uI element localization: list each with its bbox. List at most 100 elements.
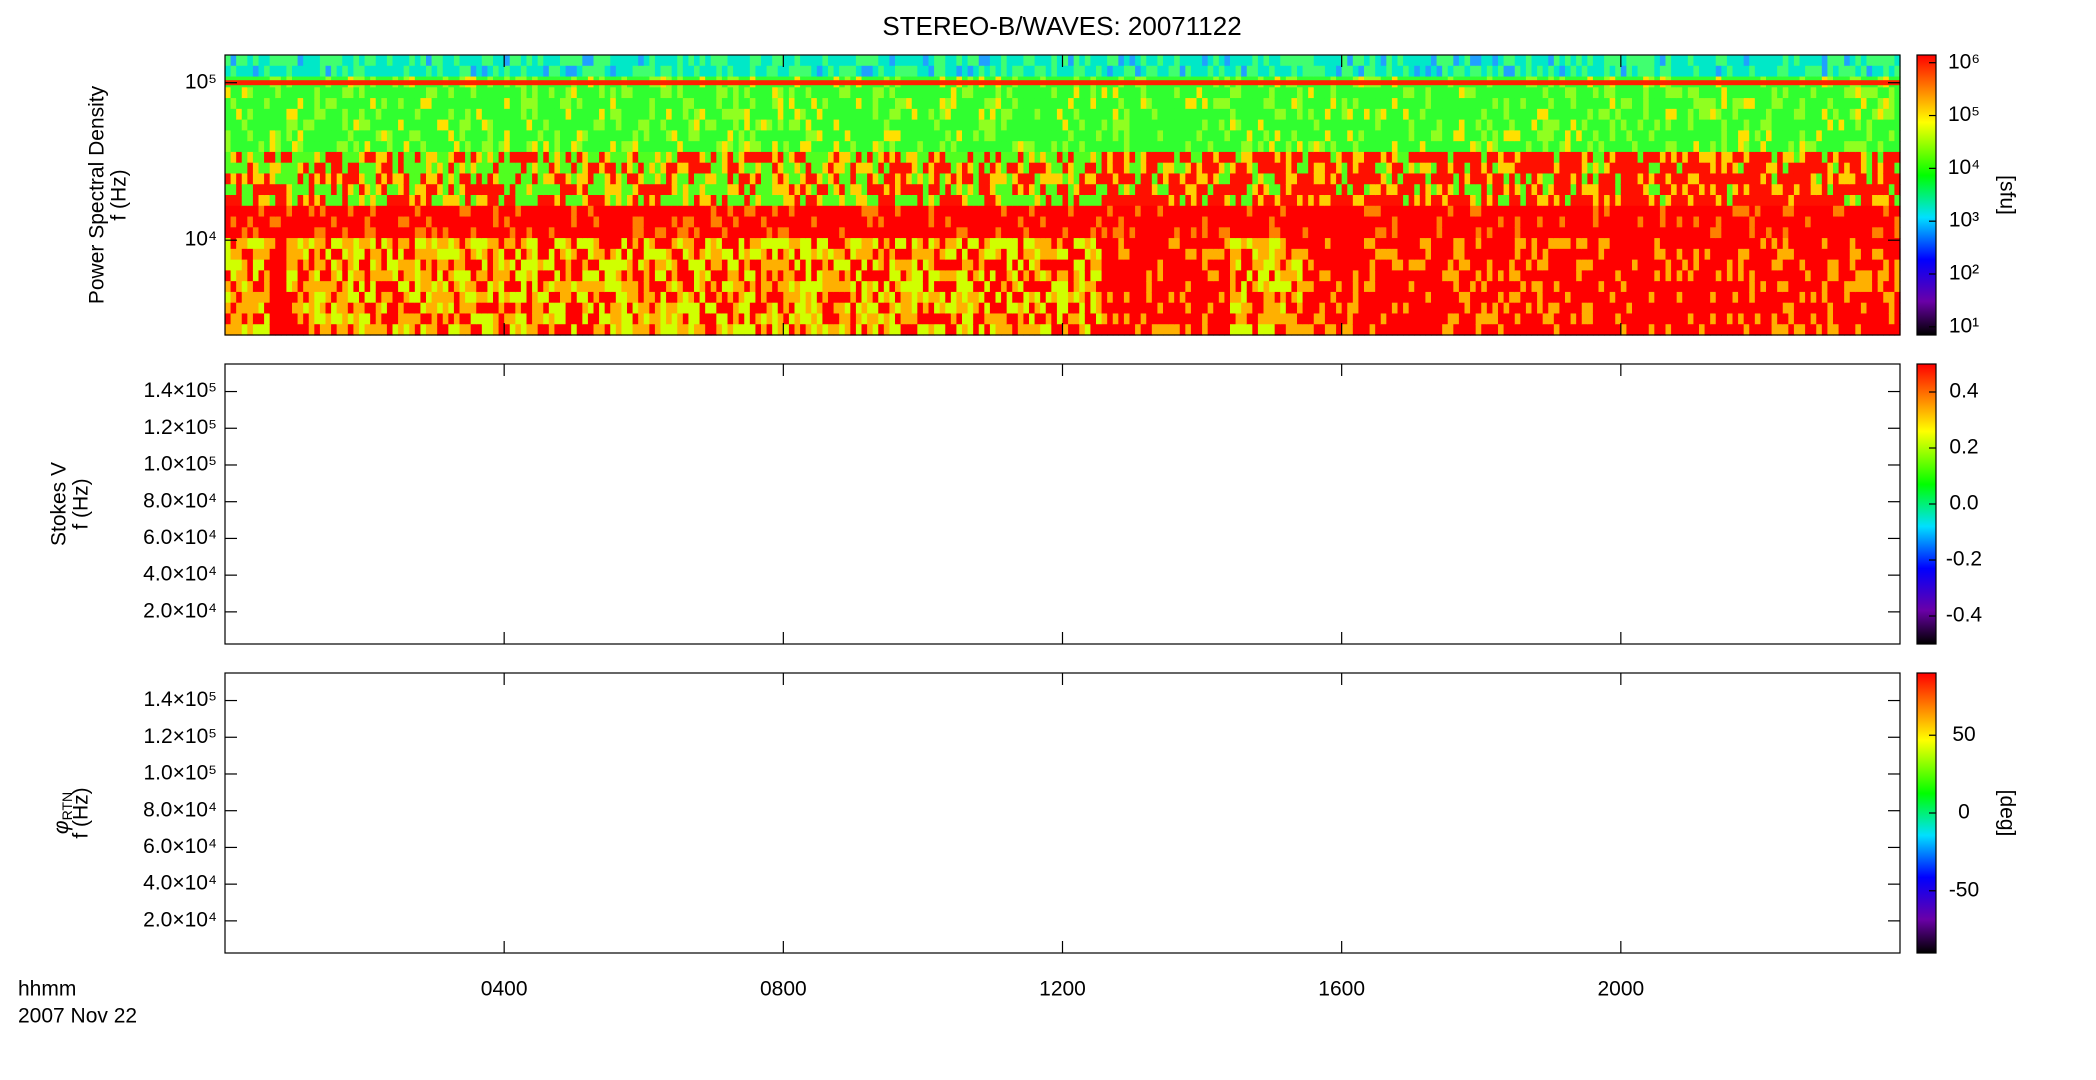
spectrogram-cell	[833, 98, 840, 110]
spectrogram-cell	[660, 248, 667, 261]
spectrogram-cell	[1274, 151, 1281, 164]
spectrogram-cell	[515, 227, 522, 239]
spectrogram-cell	[286, 184, 293, 196]
spectrogram-cell	[453, 259, 461, 271]
spectrogram-cell	[554, 238, 561, 250]
spectrogram-cell	[705, 291, 712, 304]
spectrogram-cell	[448, 291, 455, 304]
spectrogram-cell	[297, 98, 304, 110]
spectrogram-cell	[710, 238, 717, 250]
spectrogram-cell	[1090, 55, 1097, 67]
spectrogram-cell	[1135, 162, 1142, 175]
spectrogram-cell	[895, 291, 902, 304]
spectrogram-cell	[431, 108, 438, 121]
spectrogram-cell	[487, 281, 494, 293]
spectrogram-cell	[889, 173, 896, 185]
spectrogram-cell	[1107, 324, 1114, 336]
spectrogram-cell	[420, 55, 427, 67]
spectrogram-cell	[1073, 55, 1080, 67]
spectrogram-cell	[939, 130, 946, 142]
spectrogram-cell	[777, 248, 784, 261]
spectrogram-cell	[984, 313, 991, 325]
spectrogram-cell	[476, 130, 483, 142]
spectrogram-cell	[264, 195, 271, 207]
spectrogram-cell	[593, 130, 600, 142]
spectrogram-cell	[939, 173, 946, 185]
spectrogram-cell	[861, 270, 868, 282]
spectrogram-cell	[632, 184, 639, 196]
spectrogram-cell	[749, 87, 757, 99]
spectrogram-cell	[448, 119, 455, 131]
spectrogram-cell	[292, 324, 299, 336]
spectrogram-cell	[470, 151, 477, 164]
spectrogram-cell	[1168, 141, 1175, 153]
spectrogram-cell	[705, 205, 712, 218]
spectrogram-cell	[1001, 248, 1008, 261]
spectrogram-cell	[325, 130, 332, 142]
spectrogram-cell	[241, 281, 248, 293]
spectrogram-cell	[1241, 302, 1248, 315]
spectrogram-cell	[325, 227, 332, 239]
spectrogram-cell	[1213, 259, 1220, 271]
spectrogram-cell	[493, 98, 500, 110]
spectrogram-cell	[1269, 108, 1276, 121]
spectrogram-cell	[336, 195, 343, 207]
spectrogram-cell	[1213, 184, 1220, 196]
spectrogram-cell	[755, 281, 762, 293]
spectrogram-cell	[476, 238, 483, 250]
spectrogram-cell	[1056, 281, 1064, 293]
spectrogram-cell	[945, 205, 952, 218]
spectrogram-cell	[666, 302, 673, 315]
spectrogram-cell	[895, 270, 902, 282]
spectrogram-cell	[297, 227, 304, 239]
spectrogram-cell	[744, 184, 751, 196]
spectrogram-cell	[359, 216, 366, 228]
spectrogram-cell	[995, 87, 1002, 99]
spectrogram-cell	[593, 238, 600, 250]
spectrogram-cell	[1118, 313, 1125, 325]
spectrogram-cell	[381, 270, 388, 282]
spectrogram-cell	[1241, 324, 1248, 336]
spectrogram-cell	[688, 151, 695, 164]
spectrogram-cell	[621, 216, 628, 228]
spectrogram-cell	[950, 98, 958, 110]
spectrogram-cell	[733, 151, 740, 164]
spectrogram-cell	[716, 55, 723, 67]
spectrogram-cell	[331, 205, 338, 218]
spectrogram-cell	[1040, 227, 1047, 239]
spectrogram-cell	[548, 108, 556, 121]
spectrogram-cell	[1123, 227, 1131, 239]
spectrogram-cell	[632, 238, 639, 250]
spectrogram-cell	[1112, 270, 1119, 282]
spectrogram-cell	[878, 313, 885, 325]
spectrogram-cell	[359, 87, 366, 99]
spectrogram-cell	[867, 248, 874, 261]
spectrogram-cell	[1179, 281, 1186, 293]
spectrogram-cell	[828, 162, 835, 175]
spectrogram-cell	[738, 87, 745, 99]
spectrogram-cell	[520, 302, 528, 315]
spectrogram-cell	[816, 195, 824, 207]
spectrogram-cell	[587, 227, 595, 239]
spectrogram-cell	[610, 151, 617, 164]
spectrogram-cell	[917, 313, 924, 325]
spectrogram-cell	[716, 98, 723, 110]
spectrogram-cell	[883, 205, 891, 218]
spectrogram-cell	[392, 55, 399, 67]
spectrogram-cell	[978, 141, 985, 153]
spectrogram-cell	[241, 205, 248, 218]
spectrogram-cell	[1202, 227, 1209, 239]
spectrogram-cell	[833, 130, 840, 142]
spectrogram-cell	[381, 184, 388, 196]
spectrogram-cell	[816, 205, 824, 218]
spectrogram-cell	[777, 195, 784, 207]
spectrogram-cell	[995, 141, 1002, 153]
spectrogram-cell	[1202, 55, 1209, 67]
spectrogram-cell	[1257, 173, 1265, 185]
spectrogram-cell	[671, 130, 678, 142]
spectrogram-cell	[1230, 291, 1237, 304]
spectrogram-cell	[1107, 55, 1114, 67]
spectrogram-cell	[643, 173, 650, 185]
spectrogram-cell	[1174, 324, 1181, 336]
spectrogram-cell	[950, 65, 958, 78]
